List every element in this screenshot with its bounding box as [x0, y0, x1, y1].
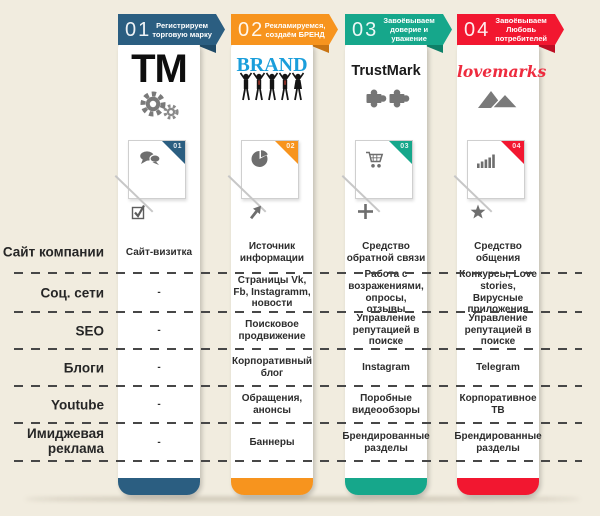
star-icon [470, 204, 486, 219]
document-thumbnail: 02 [241, 140, 299, 199]
thumbnail-corner [162, 141, 185, 164]
people-holding-brand-icon [239, 72, 305, 101]
document-thumbnail: 03 [355, 140, 413, 199]
document-thumbnail: 04 [467, 140, 525, 199]
ribbon-fold [313, 43, 329, 53]
row-label-seo: SEO [75, 323, 104, 339]
lovemarks-logo: lovemarks [457, 62, 547, 81]
card-footer [118, 478, 200, 495]
tm-logo: ТМ [131, 47, 188, 91]
stage-column-04: lovemarks 04 [453, 0, 547, 516]
stage-title: Рекламируемся, создаём БРЕНД [264, 20, 326, 39]
cell-site: Сайт-визитка [125, 246, 193, 258]
cell-blogs: Instagram [362, 361, 410, 373]
ribbon-fold [427, 43, 443, 53]
row-divider [14, 272, 582, 274]
thumbnail-number: 01 [173, 143, 182, 150]
cell-social: Страницы Vk, Fb, Instagramm, новости [233, 274, 311, 310]
card-footer [231, 478, 313, 495]
stage-title: Завоёвываем Любовь потребителей [495, 16, 548, 43]
stage-ribbon-01: 01 Регистрируем торговую марку [118, 14, 225, 45]
stage-card-02: BRAND [227, 42, 313, 495]
document-thumbnail: 01 [128, 140, 186, 199]
stage-title: Регистрируем торговую марку [152, 20, 212, 39]
ground-shadow [25, 497, 580, 501]
cell-blogs: Корпоративный блог [231, 355, 313, 379]
stage-column-02: BRAND [227, 0, 313, 516]
stage-column-01: ТМ 01 [114, 0, 200, 516]
stage-card-01: ТМ 01 [114, 42, 200, 495]
row-label-site: Сайт компании [2, 244, 104, 260]
row-divider [14, 385, 582, 387]
stage-number: 02 [238, 18, 265, 41]
row-divider [14, 311, 582, 313]
plus-icon [358, 204, 373, 219]
ribbon-fold [539, 43, 555, 53]
bar-chart-icon [477, 154, 495, 168]
cell-site: Источник информации [239, 240, 305, 264]
mountains-icon [478, 91, 520, 109]
stage-title: Завоёвываем доверие и уважение [383, 16, 435, 43]
speech-bubbles-icon [140, 151, 161, 165]
row-divider [14, 460, 582, 462]
cell-site: Средство общения [474, 240, 522, 264]
card-footer [345, 478, 427, 495]
card-footer [457, 478, 539, 495]
thumbnail-number: 04 [512, 143, 521, 150]
row-label-image-ads: Имиджевая реклама [27, 425, 104, 456]
gears-icon [140, 91, 179, 120]
stage-number: 04 [464, 18, 491, 41]
ribbon-fold [200, 43, 216, 53]
stage-card-04: lovemarks 04 [453, 42, 547, 495]
cell-seo: Поисковое продвижение [238, 318, 306, 342]
cell-blogs: Telegram [476, 361, 520, 373]
thumbnail-number: 03 [400, 143, 409, 150]
cursor-arrow-icon [249, 205, 261, 220]
row-label-youtube: Youtube [51, 397, 104, 413]
row-label-blogs: Блоги [63, 360, 104, 376]
cell-site: Средство обратной связи [346, 240, 426, 264]
row-label-social: Соц. сети [40, 285, 104, 301]
stage-number: 03 [352, 18, 379, 41]
cell-youtube: - [157, 398, 161, 410]
stage-ribbon-03: 03 Завоёвываем доверие и уважение [345, 14, 452, 45]
cell-social: - [157, 286, 161, 298]
thumbnail-number: 02 [286, 143, 295, 150]
cell-blogs: - [157, 361, 161, 373]
checkbox-icon [131, 204, 145, 220]
cell-social: Работа с возражениями, опросы, отзывы [348, 268, 424, 316]
cell-image-ads: - [157, 437, 161, 449]
cell-image-ads: Брендированные разделы [342, 431, 430, 454]
cell-image-ads: Баннеры [249, 437, 295, 449]
stage-number: 01 [125, 18, 152, 41]
cell-youtube: Обращения, анонсы [241, 392, 303, 416]
puzzle-pieces-icon [366, 89, 410, 108]
cell-youtube: Корпоративное ТВ [459, 392, 537, 416]
cell-seo: Управление репутацией в поиске [464, 312, 532, 348]
cell-seo: Управление репутацией в поиске [352, 312, 420, 348]
thumbnail-corner [275, 141, 298, 164]
shopping-cart-icon [366, 151, 384, 168]
thumbnail-corner [389, 141, 412, 164]
trustmark-logo: TrustMark [351, 63, 421, 79]
stage-column-03: TrustMark 03 [341, 0, 430, 516]
brand-logo: BRAND [236, 54, 308, 76]
thumbnail-corner [501, 141, 524, 164]
cell-social: Конкурсы, Love stories, Вирусные приложе… [459, 268, 537, 316]
row-divider [14, 422, 582, 424]
pie-chart-icon [251, 150, 268, 167]
stage-ribbon-04: 04 Завоёвываем Любовь потребителей [457, 14, 564, 45]
cell-seo: - [157, 324, 161, 336]
stage-ribbon-02: 02 Рекламируемся, создаём БРЕНД [231, 14, 338, 45]
cell-image-ads: Брендированные разделы [454, 431, 542, 454]
cell-youtube: Поробные видеообзоры [352, 392, 420, 416]
row-divider [14, 348, 582, 350]
stage-card-03: TrustMark 03 [341, 42, 430, 495]
